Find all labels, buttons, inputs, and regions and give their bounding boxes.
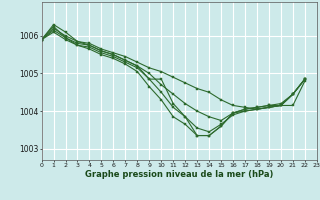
X-axis label: Graphe pression niveau de la mer (hPa): Graphe pression niveau de la mer (hPa) <box>85 170 273 179</box>
